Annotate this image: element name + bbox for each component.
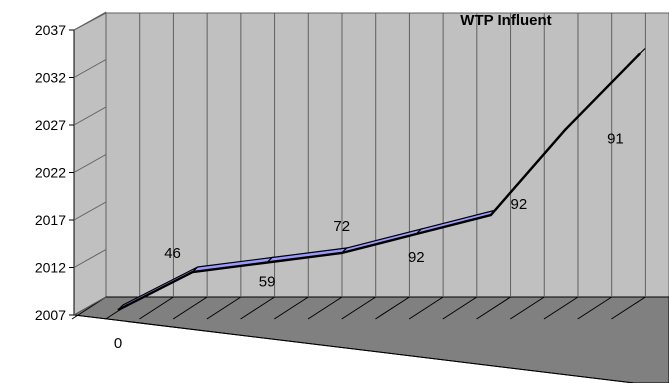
y-depth-line xyxy=(73,249,107,268)
floor-grid-line xyxy=(476,296,511,320)
floor-grid-line xyxy=(543,296,579,320)
data-label: 92 xyxy=(408,249,425,266)
floor-grid-line xyxy=(509,296,545,320)
y-depth-line xyxy=(73,296,107,316)
y-depth-line xyxy=(73,59,107,78)
floor-grid-line xyxy=(442,296,478,320)
y-axis: 2007 2012 2017 2022 2027 2032 2037 xyxy=(35,11,107,323)
y-tick-label: 2007 xyxy=(35,307,66,323)
y-tick-label: 2027 xyxy=(35,117,66,133)
floor-grid-line xyxy=(172,296,208,320)
series-line xyxy=(117,52,641,312)
floor-grid xyxy=(71,296,646,383)
floor-grid-line xyxy=(139,296,174,320)
data-label: 91 xyxy=(607,131,624,148)
floor-grid-line xyxy=(577,296,612,320)
y-tick-label: 2022 xyxy=(35,165,66,181)
y-tick-label: 2017 xyxy=(35,212,66,228)
data-label: 0 xyxy=(114,335,122,352)
floor-front-edge xyxy=(73,314,635,383)
data-label: 72 xyxy=(333,218,350,235)
y-tick-label: 2012 xyxy=(35,260,66,276)
data-label: 46 xyxy=(164,245,181,262)
floor-grid-line xyxy=(307,296,343,320)
y-tick-label: 2037 xyxy=(35,22,66,38)
y-depth-line xyxy=(73,106,107,126)
y-tick-label: 2032 xyxy=(35,70,66,86)
data-series-line xyxy=(117,48,646,312)
back-wall xyxy=(105,12,669,298)
y-depth-line xyxy=(73,11,107,31)
floor-grid-line xyxy=(240,296,275,320)
data-label: 92 xyxy=(511,196,528,213)
floor-grid-line xyxy=(274,296,309,320)
floor-grid-line xyxy=(408,296,444,320)
floor-grid-line xyxy=(375,296,410,320)
data-label: 59 xyxy=(259,274,276,291)
grid-lines xyxy=(139,13,646,297)
floor-grid-line xyxy=(206,296,242,320)
y-depth-line xyxy=(73,201,107,221)
chart-title: WTP Influent xyxy=(460,12,551,29)
floor-grid-line xyxy=(341,296,376,320)
y-depth-line xyxy=(73,154,107,173)
floor xyxy=(72,296,669,383)
plot-walls xyxy=(72,12,669,383)
data-labels: 046597292929191 xyxy=(114,131,624,353)
floor-grid-line xyxy=(611,296,646,320)
